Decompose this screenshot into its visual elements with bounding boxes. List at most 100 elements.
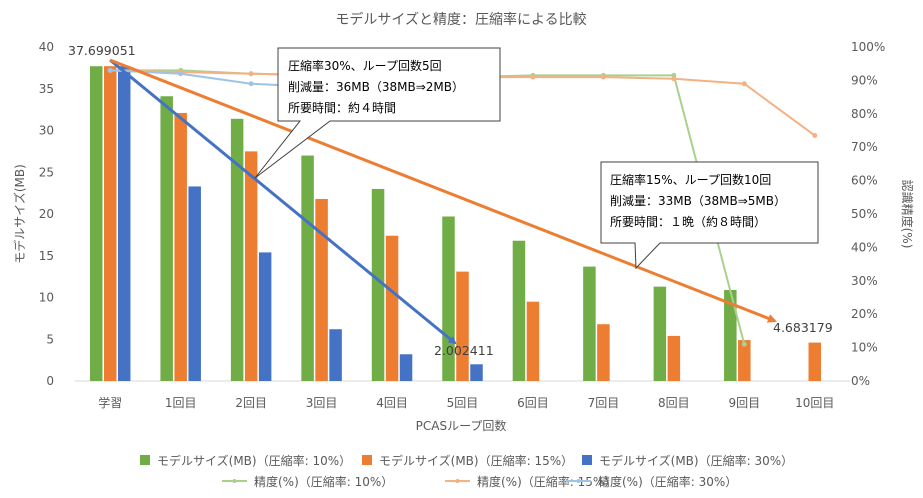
y2-tick-label: 0% bbox=[851, 374, 870, 388]
y-tick-label: 35 bbox=[39, 82, 54, 96]
series-point bbox=[530, 74, 536, 80]
bar bbox=[315, 198, 328, 381]
y-tick-label: 0 bbox=[46, 374, 54, 388]
legend-label-acc-30: 精度(%)（圧縮率: 30%） bbox=[598, 474, 737, 489]
callout-30-line-3: 所要時間：約４時間 bbox=[288, 100, 396, 115]
series-point bbox=[671, 76, 677, 82]
x-tick-label: 3回目 bbox=[306, 396, 338, 410]
bar bbox=[526, 301, 540, 381]
legend-swatch-bar-30 bbox=[582, 455, 592, 465]
bar bbox=[808, 342, 822, 381]
bar bbox=[653, 286, 667, 381]
y-tick-label: 15 bbox=[39, 249, 54, 263]
legend-label-bar-10: モデルサイズ(MB)（圧縮率: 10%） bbox=[157, 453, 351, 468]
legend-marker-acc-10 bbox=[232, 479, 237, 483]
bar bbox=[301, 155, 314, 381]
callout-15-line-2: 削減量：33MB（38MB⇒5MB） bbox=[610, 193, 786, 208]
y-tick-label: 25 bbox=[39, 165, 54, 179]
legend-label-acc-15: 精度(%)（圧縮率: 15%） bbox=[477, 474, 616, 489]
callout-30-line-1: 圧縮率30%、ループ回数5回 bbox=[288, 58, 442, 73]
x-tick-label: 7回目 bbox=[588, 396, 620, 410]
legend-label-bar-15: モデルサイズ(MB)（圧縮率: 15%） bbox=[379, 453, 573, 468]
bar bbox=[244, 151, 258, 381]
series-point bbox=[741, 341, 747, 347]
x-axis-title: PCASループ回数 bbox=[416, 418, 507, 433]
data-label-start: 37.699051 bbox=[68, 43, 136, 58]
y2-tick-label: 60% bbox=[851, 174, 878, 188]
series-point bbox=[812, 133, 818, 139]
bar bbox=[724, 289, 737, 381]
legend-swatch-bar-15 bbox=[362, 455, 372, 465]
y2-tick-label: 90% bbox=[851, 73, 878, 87]
y2-axis-title: 認識精度(%) bbox=[900, 180, 915, 249]
callout-30: 圧縮率30%、ループ回数5回 削減量：36MB（38MB⇒2MB） 所要時間：約… bbox=[254, 47, 501, 179]
series-point bbox=[741, 81, 747, 87]
y-tick-label: 30 bbox=[39, 124, 54, 138]
bar bbox=[103, 66, 117, 381]
series-point bbox=[248, 71, 254, 77]
bar bbox=[174, 112, 187, 381]
bar bbox=[470, 364, 483, 381]
y2-tick-label: 40% bbox=[851, 240, 878, 254]
chart-title: モデルサイズと精度：圧縮率による比較 bbox=[335, 11, 586, 28]
bar bbox=[738, 340, 751, 381]
bar bbox=[456, 271, 469, 381]
bar bbox=[583, 266, 596, 381]
x-tick-label: 5回目 bbox=[447, 396, 479, 410]
bar-series bbox=[89, 66, 822, 381]
bar bbox=[230, 118, 244, 381]
x-tick-label: 6回目 bbox=[517, 396, 549, 410]
x-axis-ticks: 学習 1回目 2回目 3回目 4回目 5回目 6回目 7回目 8回目 9回目 10回目 bbox=[98, 395, 834, 410]
bar bbox=[667, 335, 681, 381]
y2-axis-ticks: 0% 10% 20% 30% 40% 50% 60% 70% 80% 90% 100% bbox=[851, 40, 885, 388]
x-tick-label: 10回目 bbox=[795, 396, 834, 410]
legend-swatch-bar-10 bbox=[140, 455, 150, 465]
legend-label-bar-30: モデルサイズ(MB)（圧縮率: 30%） bbox=[599, 453, 793, 468]
trend-arrow-15 bbox=[109, 58, 777, 323]
legend-marker-acc-15 bbox=[455, 479, 460, 483]
y-tick-label: 20 bbox=[39, 207, 54, 221]
y2-tick-label: 20% bbox=[851, 307, 878, 321]
bar bbox=[597, 324, 610, 381]
y-tick-label: 5 bbox=[46, 332, 54, 346]
callout-15-line-1: 圧縮率15%、ループ回数10回 bbox=[610, 172, 771, 187]
y2-tick-label: 70% bbox=[851, 140, 878, 154]
bar bbox=[160, 96, 173, 381]
bar bbox=[329, 329, 342, 381]
x-tick-label: 8回目 bbox=[658, 396, 690, 410]
bar bbox=[117, 66, 131, 381]
bar bbox=[385, 235, 399, 381]
legend-label-acc-10: 精度(%)（圧縮率: 10%） bbox=[254, 474, 393, 489]
data-label-end-30: 2.002411 bbox=[434, 343, 494, 358]
bar bbox=[188, 186, 201, 381]
callout-30-line-2: 削減量：36MB（38MB⇒2MB） bbox=[288, 79, 464, 94]
x-tick-label: 9回目 bbox=[728, 396, 760, 410]
bar bbox=[89, 66, 103, 381]
y-tick-label: 40 bbox=[39, 40, 54, 54]
x-tick-label: 1回目 bbox=[165, 396, 197, 410]
callout-15-line-3: 所要時間：１晩（約８時間） bbox=[610, 214, 766, 229]
y2-tick-label: 100% bbox=[851, 40, 885, 54]
bar bbox=[371, 188, 385, 381]
series-point bbox=[248, 81, 254, 87]
y2-tick-label: 10% bbox=[851, 341, 878, 355]
bar bbox=[258, 252, 272, 381]
y2-tick-label: 30% bbox=[851, 274, 878, 288]
callout-15: 圧縮率15%、ループ回数10回 削減量：33MB（38MB⇒5MB） 所要時間：… bbox=[600, 161, 819, 270]
legend: モデルサイズ(MB)（圧縮率: 10%） モデルサイズ(MB)（圧縮率: 15%… bbox=[140, 453, 793, 489]
y-axis-ticks: 0 5 10 15 20 25 30 35 40 bbox=[39, 40, 54, 388]
y-axis-title: モデルサイズ(MB) bbox=[12, 164, 27, 264]
x-tick-label: 4回目 bbox=[376, 396, 408, 410]
bar bbox=[399, 354, 413, 381]
y2-tick-label: 80% bbox=[851, 107, 878, 121]
legend-marker-acc-30 bbox=[576, 479, 581, 483]
y-tick-label: 10 bbox=[39, 291, 54, 305]
x-tick-label: 2回目 bbox=[235, 396, 267, 410]
x-tick-label: 学習 bbox=[98, 395, 122, 410]
bar bbox=[512, 240, 526, 381]
series-point bbox=[600, 74, 606, 80]
data-label-end-15: 4.683179 bbox=[773, 320, 833, 335]
trend-arrow-30 bbox=[109, 58, 457, 345]
series-point bbox=[178, 71, 184, 77]
